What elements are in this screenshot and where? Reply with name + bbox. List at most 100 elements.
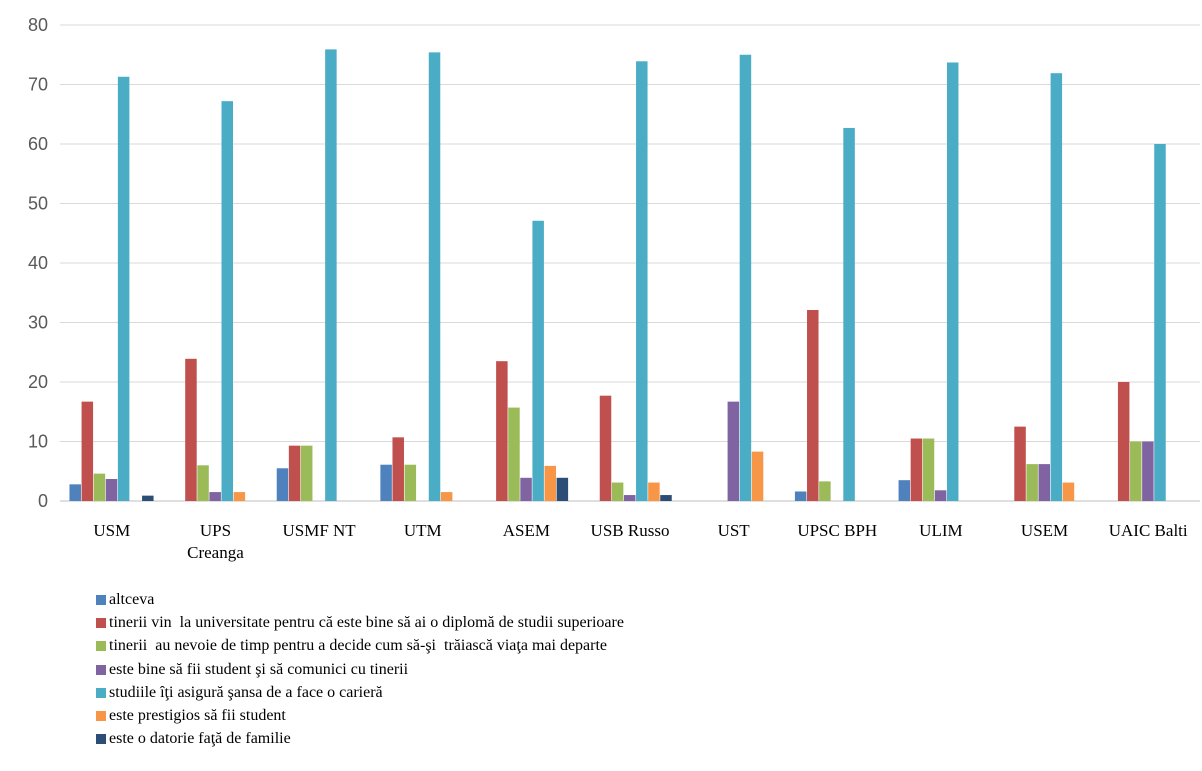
bar [428, 52, 441, 502]
legend-label: altceva [109, 590, 155, 608]
y-tick-label: 80 [28, 15, 48, 35]
bar-series [69, 49, 1166, 502]
bar [544, 465, 557, 501]
bar [1062, 482, 1075, 501]
x-tick-label: USB Russo [591, 521, 670, 540]
y-axis-tick-labels: 0 10 20 30 40 50 60 70 80 [28, 15, 48, 511]
bar [532, 220, 544, 501]
legend-item: tinerii au nevoie de timp pentru a decid… [96, 635, 624, 658]
bar [300, 445, 313, 501]
bar [185, 358, 197, 501]
bar [81, 401, 94, 501]
bar [520, 477, 532, 501]
x-tick-label: ULIM [919, 521, 962, 540]
bar [910, 438, 923, 501]
bar [636, 61, 648, 502]
bar [727, 401, 740, 501]
y-tick-label: 0 [38, 491, 48, 511]
legend-item: altceva [96, 588, 624, 611]
legend: altceva tinerii vin la universitate pentr… [96, 588, 624, 751]
y-tick-label: 40 [28, 253, 48, 273]
bar [1130, 441, 1142, 501]
x-tick-label: UAIC Balti [1109, 521, 1188, 540]
bar [508, 407, 520, 501]
bar [819, 481, 831, 501]
legend-item: studiile îţi asigură şansa de a face o c… [96, 681, 624, 704]
x-tick-label: ASEM [503, 521, 550, 540]
bar [117, 76, 130, 501]
bar [623, 495, 636, 501]
bar [648, 482, 660, 501]
bar [93, 473, 106, 501]
x-tick-label: USEM [1021, 521, 1068, 540]
bar [496, 361, 508, 501]
legend-swatch [96, 641, 106, 652]
bar [392, 437, 404, 501]
bar [794, 491, 807, 501]
legend-label: este prestigios să fii student [109, 707, 286, 725]
bar [105, 478, 118, 501]
x-tick-label: UTM [404, 521, 442, 540]
bar [209, 492, 221, 501]
legend-label: studiile îţi asigură şansa de a face o c… [109, 683, 383, 701]
legend-swatch [96, 617, 106, 628]
bar [807, 310, 819, 501]
bar [660, 495, 672, 501]
bar [611, 482, 624, 501]
legend-item: este prestigios să fii student [96, 704, 624, 727]
x-axis-category-labels: USM UPS Creanga USMF NT UTM ASEM USB Russo UST U… [93, 521, 1187, 562]
gridlines [60, 24, 1200, 502]
legend-swatch [96, 734, 106, 745]
bar [1050, 73, 1063, 501]
bar [1026, 464, 1038, 501]
bar [276, 468, 289, 501]
x-tick-label: USM [93, 521, 130, 540]
legend-label: tinerii vin la universitate pentru că es… [109, 613, 624, 631]
bar [1154, 144, 1166, 501]
bar [142, 495, 154, 501]
y-tick-label: 30 [28, 313, 48, 333]
legend-label: este o datorie faţă de familie [109, 730, 291, 748]
bar [404, 464, 417, 501]
x-tick-label: USMF NT [282, 521, 356, 540]
legend-swatch [96, 664, 106, 675]
legend-item: tinerii vin la universitate pentru că es… [96, 611, 624, 634]
y-tick-label: 50 [28, 194, 48, 214]
bar [934, 490, 947, 501]
y-tick-label: 60 [28, 134, 48, 154]
bar [197, 465, 209, 501]
bar [599, 395, 612, 501]
bar-chart: 0 10 20 30 40 50 60 70 80 USM UPS Creanga USMF NT UT… [28, 15, 1200, 562]
legend-item: este o datorie faţă de familie [96, 728, 624, 751]
bar [751, 451, 764, 501]
y-tick-label: 70 [28, 75, 48, 95]
bar [380, 464, 392, 501]
legend-label: tinerii au nevoie de timp pentru a decid… [109, 637, 608, 655]
bar [922, 438, 935, 501]
x-tick-label: UST [718, 521, 751, 540]
bar [1038, 464, 1050, 501]
legend-swatch [96, 594, 106, 605]
legend-swatch [96, 687, 106, 698]
bar [739, 54, 752, 501]
bar [1142, 441, 1154, 501]
bar [898, 480, 911, 501]
bar [233, 492, 246, 501]
legend-item: este bine să fii student şi să comunici … [96, 658, 624, 681]
legend-swatch [96, 711, 106, 722]
bar [440, 492, 453, 501]
x-tick-label: UPSC BPH [797, 521, 877, 540]
x-tick-label: UPS Creanga [187, 521, 244, 562]
bar [69, 484, 81, 501]
y-tick-label: 10 [28, 432, 48, 452]
bar [325, 49, 337, 502]
legend-label: este bine să fii student şi să comunici … [109, 660, 409, 678]
bar [1117, 382, 1130, 501]
bar [946, 62, 959, 502]
bar [843, 127, 855, 501]
y-tick-label: 20 [28, 372, 48, 392]
bar [221, 101, 234, 501]
bar [288, 445, 301, 501]
bar [1014, 426, 1026, 501]
bar [556, 477, 569, 501]
